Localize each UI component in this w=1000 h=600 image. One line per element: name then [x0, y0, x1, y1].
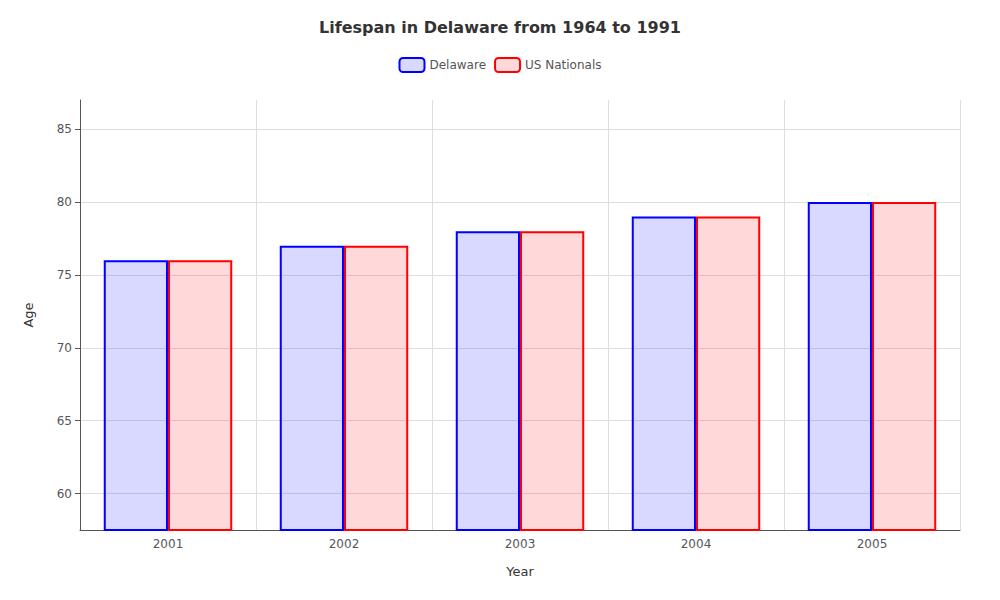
- svg-text:60: 60: [57, 487, 72, 501]
- svg-text:Year: Year: [505, 564, 534, 579]
- svg-text:80: 80: [57, 195, 72, 209]
- svg-text:65: 65: [57, 414, 72, 428]
- svg-text:2002: 2002: [329, 537, 360, 551]
- svg-text:Lifespan in Delaware from 1964: Lifespan in Delaware from 1964 to 1991: [319, 18, 681, 37]
- svg-text:2001: 2001: [153, 537, 184, 551]
- svg-text:2003: 2003: [505, 537, 536, 551]
- svg-text:Age: Age: [21, 302, 36, 327]
- svg-text:US Nationals: US Nationals: [525, 58, 601, 72]
- svg-text:Delaware: Delaware: [429, 58, 486, 72]
- svg-text:2005: 2005: [857, 537, 888, 551]
- svg-text:75: 75: [57, 268, 72, 282]
- svg-text:2004: 2004: [681, 537, 712, 551]
- svg-text:85: 85: [57, 122, 72, 136]
- svg-text:70: 70: [57, 341, 72, 355]
